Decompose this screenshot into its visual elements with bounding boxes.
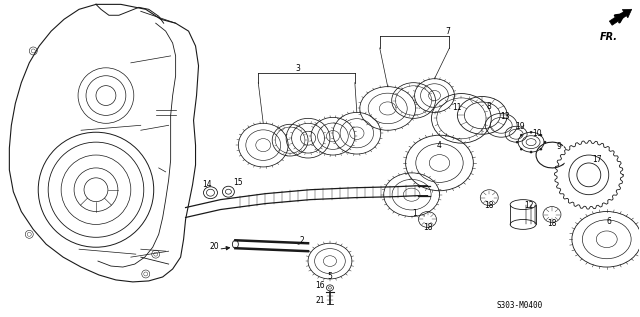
Circle shape [530, 131, 532, 133]
Circle shape [544, 141, 546, 143]
Text: 18: 18 [423, 223, 432, 232]
Text: 4: 4 [437, 141, 442, 150]
Circle shape [520, 148, 522, 150]
Text: FR.: FR. [600, 32, 618, 42]
Text: 7: 7 [445, 27, 450, 36]
Text: 17: 17 [592, 155, 602, 165]
Text: 1: 1 [412, 209, 417, 218]
Circle shape [530, 151, 532, 153]
Text: 2: 2 [300, 236, 305, 245]
Circle shape [540, 148, 542, 150]
Text: 5: 5 [328, 272, 332, 281]
Text: 16: 16 [315, 281, 325, 290]
Text: S303-M0400: S303-M0400 [496, 301, 542, 310]
Text: 8: 8 [487, 102, 492, 111]
Text: 9: 9 [557, 142, 561, 151]
Circle shape [516, 141, 518, 143]
Text: 15: 15 [234, 178, 243, 187]
Text: 11: 11 [452, 103, 462, 112]
Text: 14: 14 [203, 180, 212, 189]
Text: 6: 6 [606, 217, 611, 226]
Text: 10: 10 [532, 129, 542, 138]
Text: 13: 13 [500, 112, 510, 121]
Text: 19: 19 [515, 122, 525, 131]
FancyArrow shape [609, 9, 632, 25]
Text: 18: 18 [484, 201, 494, 210]
Circle shape [540, 134, 542, 136]
Text: 20: 20 [210, 242, 220, 251]
Text: 21: 21 [316, 296, 324, 305]
Text: 3: 3 [296, 64, 301, 73]
Circle shape [520, 134, 522, 136]
Text: 18: 18 [547, 219, 557, 228]
Text: 12: 12 [524, 201, 534, 210]
